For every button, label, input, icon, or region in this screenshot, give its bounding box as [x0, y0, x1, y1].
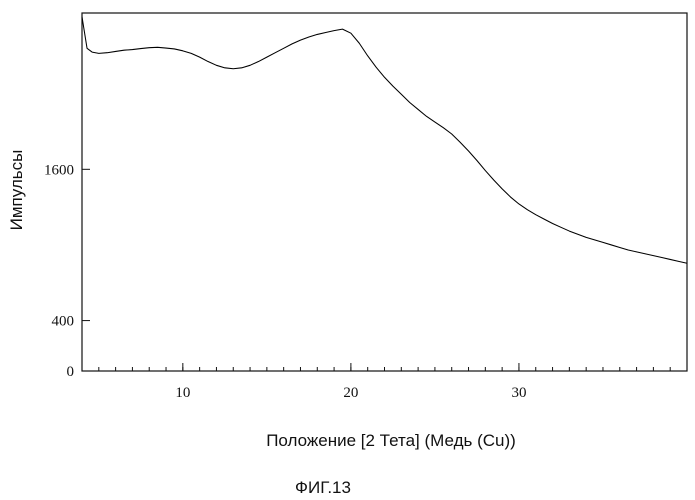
y-axis-ticks: 0 400 1600 — [44, 162, 90, 380]
y-tick-label: 400 — [52, 314, 75, 330]
x-tick-label: 30 — [511, 385, 526, 401]
x-tick-label: 20 — [343, 385, 358, 401]
x-tick-label: 10 — [175, 385, 190, 401]
y-tick-label: 1600 — [44, 162, 74, 178]
figure-caption: ФИГ.13 — [295, 478, 351, 497]
x-axis-ticks: 10 20 30 — [82, 363, 687, 401]
plot-frame — [82, 13, 687, 371]
y-tick-label: 0 — [67, 364, 75, 380]
y-axis-title: Импульсы — [7, 150, 26, 231]
series-line — [82, 17, 687, 263]
x-axis-title: Положение [2 Тета] (Медь (Cu)) — [266, 431, 516, 450]
xrd-chart: 10 20 30 0 400 1600 Положение [2 Тета] (Медь… — [0, 0, 695, 500]
